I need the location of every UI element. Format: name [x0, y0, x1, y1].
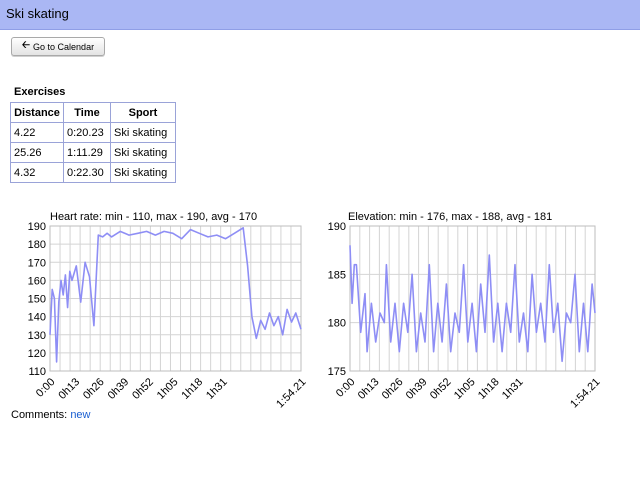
elev-x-tick-label: 1h18: [476, 376, 502, 402]
hr-x-tick-label: 0:00: [34, 376, 58, 400]
hr-y-tick-label: 150: [28, 294, 46, 306]
hr-y-tick-label: 120: [28, 348, 46, 360]
column-header-time: Time: [63, 102, 111, 123]
cell-sport: Ski skating: [110, 142, 176, 163]
page-title: Ski skating: [6, 6, 69, 21]
hr-x-tick-label: 0h26: [81, 376, 107, 402]
elev-x-tick-label: 0h39: [404, 376, 430, 402]
hr-x-tick-label: 1h18: [179, 376, 205, 402]
elev-x-tick-label: 0h52: [428, 376, 454, 402]
elev-x-tick-label: 1:54.21: [568, 376, 602, 410]
elev-y-tick-label: 185: [328, 269, 346, 281]
cell-distance: 4.32: [10, 162, 64, 183]
elev-y-tick-label: 180: [328, 318, 346, 330]
hr-chart-title: Heart rate: min - 110, max - 190, avg - …: [50, 211, 257, 223]
exercises-table: Distance Time Sport 4.22 0:20.23 Ski ska…: [10, 102, 176, 183]
hr-x-tick-label: 1:54.21: [274, 376, 308, 410]
hr-y-tick-label: 110: [28, 366, 46, 378]
go-to-calendar-label: Go to Calendar: [33, 41, 95, 52]
cell-time: 1:11.29: [63, 142, 111, 163]
hr-y-tick-label: 190: [28, 221, 46, 233]
elev-plot-border: [349, 225, 596, 372]
exercises-heading: Exercises: [14, 86, 66, 98]
elev-y-tick-label: 175: [328, 366, 346, 378]
hr-y-tick-label: 130: [28, 330, 46, 342]
elev-x-tick-label: 0h26: [380, 376, 406, 402]
arrow-left-icon: 🡠: [21, 40, 31, 51]
hr-y-tick-label: 160: [28, 275, 46, 287]
cell-sport: Ski skating: [110, 122, 176, 143]
hr-series-line: [49, 226, 302, 363]
cell-distance: 25.26: [10, 142, 64, 163]
go-to-calendar-button[interactable]: 🡠 Go to Calendar: [11, 37, 105, 56]
hr-x-tick-label: 1h05: [155, 376, 181, 402]
column-header-sport: Sport: [110, 102, 176, 123]
hr-y-tick-label: 180: [28, 239, 46, 251]
cell-distance: 4.22: [10, 122, 64, 143]
hr-y-tick-label: 140: [28, 312, 46, 324]
cell-time: 0:20.23: [63, 122, 111, 143]
table-row[interactable]: 4.22 0:20.23 Ski skating: [10, 122, 176, 143]
comments-label: Comments:: [11, 409, 68, 421]
table-row[interactable]: 25.26 1:11.29 Ski skating: [10, 142, 176, 163]
hr-y-tick-label: 170: [28, 257, 46, 269]
elev-x-tick-label: 1h05: [452, 376, 478, 402]
elev-series-line: [349, 245, 596, 363]
elev-x-tick-label: 1h31: [500, 376, 526, 402]
hr-x-tick-label: 0h39: [106, 376, 132, 402]
column-header-distance: Distance: [10, 102, 64, 123]
hr-x-tick-label: 1h31: [204, 376, 230, 402]
elev-y-tick-label: 190: [328, 221, 346, 233]
elev-x-tick-label: 0h13: [356, 376, 382, 402]
elevation-chart: 190 185 180 175 Elevation: min - 176, max - …: [328, 211, 603, 411]
new-comment-link[interactable]: new: [70, 409, 91, 421]
elev-x-tick-label: 0:00: [334, 376, 358, 400]
elev-chart-title: Elevation: min - 176, max - 188, avg - 1…: [348, 211, 552, 223]
hr-x-tick-label: 0h13: [56, 376, 82, 402]
hr-x-tick-label: 0h52: [130, 376, 156, 402]
comments-section: Comments: new: [11, 409, 91, 421]
table-row[interactable]: 4.32 0:22.30 Ski skating: [10, 162, 176, 183]
hr-plot-border: [49, 225, 302, 372]
cell-sport: Ski skating: [110, 162, 176, 183]
cell-time: 0:22.30: [63, 162, 111, 183]
title-bar: Ski skating: [0, 0, 640, 30]
heart-rate-chart: 190 180 170 160 150 140 130 120 110 Heart rate: m…: [28, 211, 309, 411]
table-header-row: Distance Time Sport: [10, 102, 176, 123]
